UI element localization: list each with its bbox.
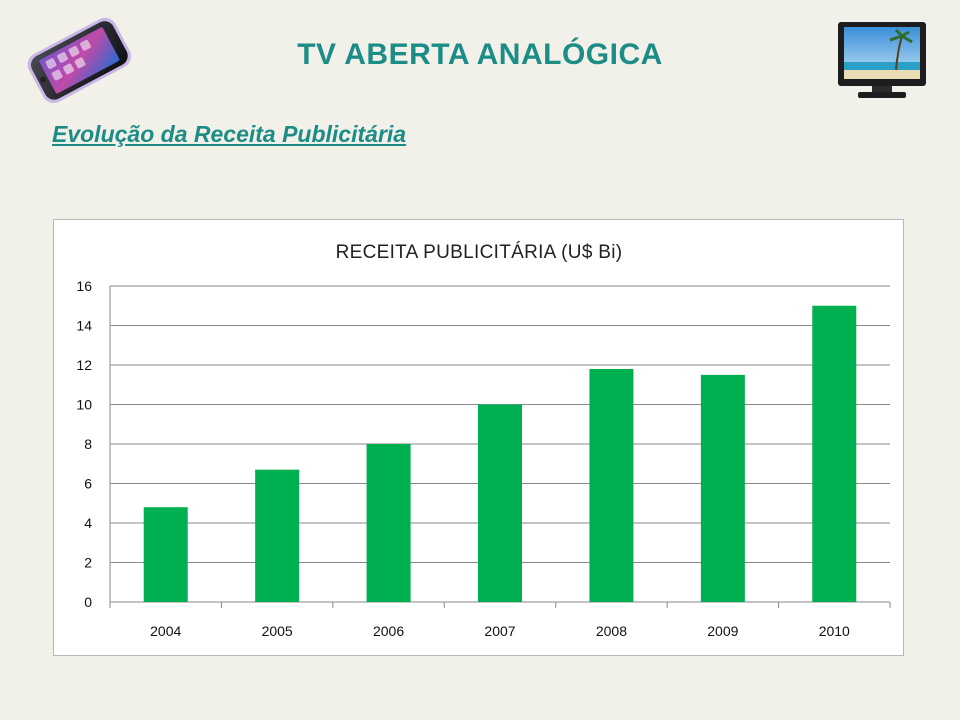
x-tick-label: 2004 xyxy=(150,623,181,639)
bar-2008 xyxy=(589,368,634,602)
x-tick-label: 2007 xyxy=(484,623,515,639)
bar-2007 xyxy=(478,404,522,602)
y-tick-label: 16 xyxy=(76,278,92,294)
y-tick-label: 8 xyxy=(84,436,92,452)
y-tick-label: 6 xyxy=(84,476,92,492)
television-icon xyxy=(838,22,926,98)
y-tick-label: 14 xyxy=(76,318,92,334)
chart-panel: RECEITA PUBLICITÁRIA (U$ Bi) 0 2 4 6 8 10 12 14… xyxy=(53,219,904,656)
y-tick-label: 12 xyxy=(76,357,92,373)
y-tick-label: 2 xyxy=(84,555,92,571)
x-tick-label: 2008 xyxy=(596,623,627,639)
x-tick-label: 2006 xyxy=(373,623,404,639)
bar-2009 xyxy=(700,374,745,602)
x-tick-label: 2005 xyxy=(262,623,293,639)
x-tick-label: 2009 xyxy=(707,623,738,639)
page-subtitle: Evolução da Receita Publicitária xyxy=(52,121,407,147)
y-tick-label: 4 xyxy=(84,515,92,531)
y-tick-label: 0 xyxy=(84,594,92,610)
bar-2010 xyxy=(812,305,857,602)
bar-2006 xyxy=(366,444,411,602)
chart-title: RECEITA PUBLICITÁRIA (U$ Bi) xyxy=(336,242,623,263)
x-tick-label: 2010 xyxy=(819,623,850,639)
bar-2005 xyxy=(255,469,300,602)
y-tick-label: 10 xyxy=(76,397,92,413)
page-title: TV ABERTA ANALÓGICA xyxy=(297,38,663,71)
smartphone-icon xyxy=(27,17,132,104)
bar-chart: RECEITA PUBLICITÁRIA (U$ Bi) 0 2 4 6 8 10 12 14… xyxy=(76,242,891,639)
bar-2004 xyxy=(143,507,188,602)
